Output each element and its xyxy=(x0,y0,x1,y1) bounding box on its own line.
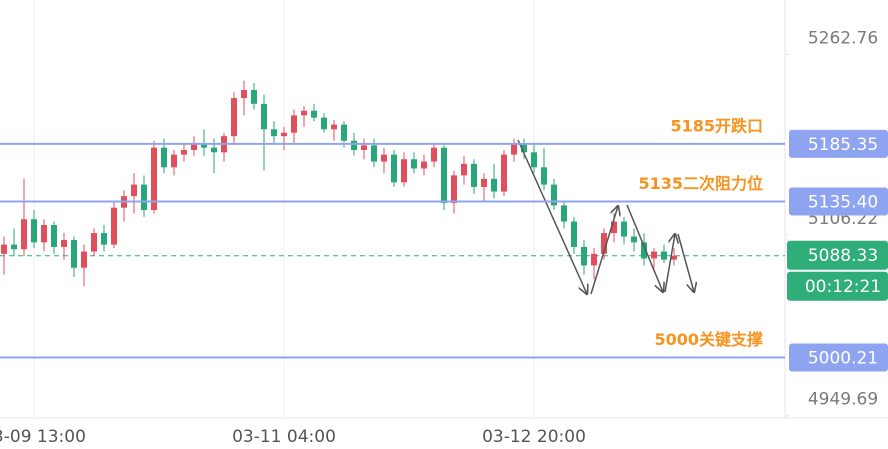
candle-body xyxy=(351,140,357,150)
candle-body xyxy=(441,147,447,204)
candle-body xyxy=(161,147,167,168)
candle-body xyxy=(431,147,437,162)
candle-body xyxy=(371,145,377,162)
y-tick-label: 4949.69 xyxy=(808,390,878,410)
candle-body xyxy=(631,236,637,243)
candle-body xyxy=(271,129,277,137)
candle-body xyxy=(571,221,577,247)
x-tick-label: 03-12 20:00 xyxy=(482,427,586,445)
candle-body xyxy=(561,205,567,222)
candle-body xyxy=(491,178,497,192)
candle-body xyxy=(361,145,367,150)
candle-body xyxy=(251,90,257,104)
candle-body xyxy=(461,163,467,176)
candle-body xyxy=(401,159,407,183)
level-label: 5135.40 xyxy=(808,192,878,212)
candle-body xyxy=(481,178,487,187)
level-box xyxy=(789,187,888,216)
candle-body xyxy=(321,117,327,130)
candle-body xyxy=(131,184,137,197)
candle-body xyxy=(11,244,17,250)
level-box xyxy=(789,129,888,158)
candle-body xyxy=(331,124,337,130)
candle-body xyxy=(341,124,347,141)
level-annotation: 5135二次阻力位 xyxy=(638,174,763,193)
candle-body xyxy=(451,175,457,204)
candle-body xyxy=(61,240,67,247)
candle-body xyxy=(411,159,417,169)
candle-body xyxy=(71,240,77,268)
x-tick-label: 03-09 13:00 xyxy=(0,427,86,445)
last-price-label: 5088.33 xyxy=(808,246,878,266)
arrows xyxy=(517,139,694,294)
candle-body xyxy=(51,225,57,247)
candle-body xyxy=(391,154,397,183)
candle-body xyxy=(181,150,187,155)
candle-body xyxy=(421,161,427,169)
candle-body xyxy=(141,184,147,210)
candle-body xyxy=(231,98,237,137)
candle-body xyxy=(381,154,387,162)
candle-body xyxy=(101,233,107,245)
level-annotation: 5000关键支撑 xyxy=(654,330,763,349)
candle-body xyxy=(91,233,97,252)
candle-body xyxy=(581,246,587,266)
candle-body xyxy=(521,143,527,153)
candle-body xyxy=(501,154,507,192)
candle-body xyxy=(301,110,307,116)
candle-body xyxy=(541,167,547,185)
candle-body xyxy=(261,103,267,130)
candle-body xyxy=(281,132,287,137)
candle-body xyxy=(241,90,247,99)
y-tick-label: 5262.76 xyxy=(808,29,878,49)
candle-body xyxy=(661,251,667,260)
countdown: 00:12:21 xyxy=(805,277,881,297)
candle-body xyxy=(591,253,597,266)
candle-body xyxy=(201,143,207,148)
last-price-box xyxy=(787,240,888,270)
candle-body xyxy=(551,184,557,206)
candle-body xyxy=(31,219,37,243)
candle-body xyxy=(511,143,517,155)
candle-body xyxy=(671,255,677,260)
candle-body xyxy=(641,242,647,259)
candle-body xyxy=(651,251,657,259)
candle-body xyxy=(621,221,627,237)
candle-body xyxy=(41,225,47,243)
level-annotation: 5185开跌口 xyxy=(670,116,763,135)
candle-body xyxy=(531,152,537,168)
candle-body xyxy=(111,207,117,245)
candle-body xyxy=(21,219,27,250)
candle-body xyxy=(311,110,317,118)
candle-body xyxy=(171,154,177,168)
candle-body xyxy=(81,251,87,268)
countdown-box xyxy=(787,271,888,301)
level-box xyxy=(789,343,888,372)
candle-body xyxy=(1,244,7,254)
candle-body xyxy=(611,221,617,234)
candle-body xyxy=(471,163,477,187)
candle-body xyxy=(601,233,607,254)
candle-body xyxy=(211,147,217,153)
level-label: 5000.21 xyxy=(808,348,878,368)
level-label: 5185.35 xyxy=(808,135,878,155)
x-tick-label: 03-11 04:00 xyxy=(232,427,336,445)
candle-body xyxy=(291,115,297,133)
candle-body xyxy=(151,147,157,210)
candle-body xyxy=(191,143,197,150)
